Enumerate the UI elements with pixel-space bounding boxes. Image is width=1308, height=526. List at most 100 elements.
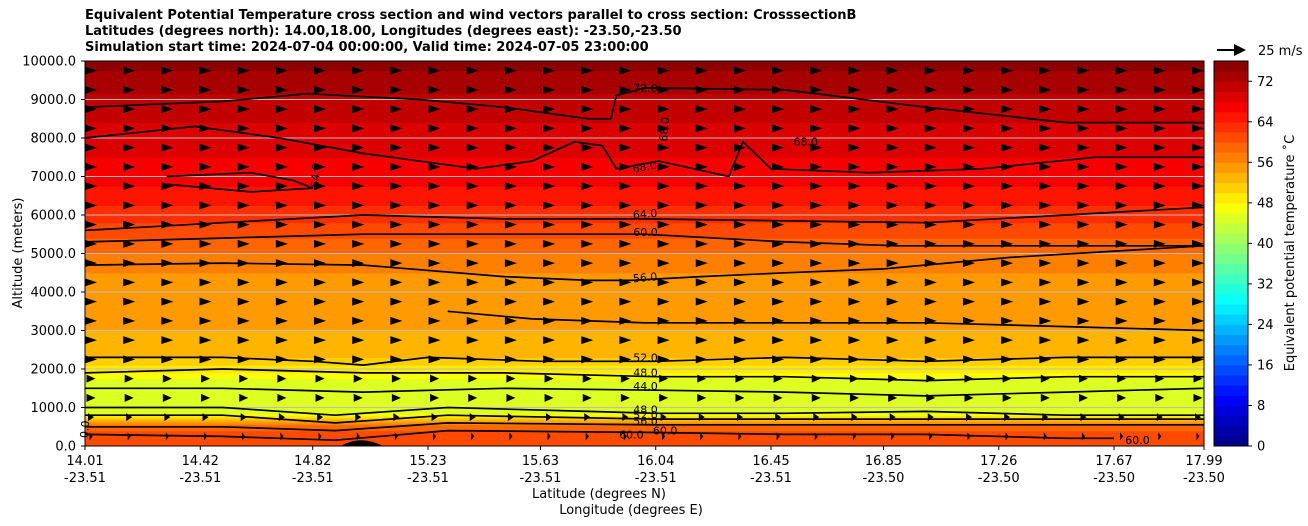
wind-vector (352, 124, 365, 133)
theta-e-band (85, 218, 1204, 222)
colorbar-segment (1214, 182, 1248, 194)
wind-vector (123, 85, 136, 94)
wind-vector (504, 336, 517, 345)
wind-vector (1077, 201, 1090, 210)
wind-vector (848, 85, 861, 94)
wind-vector (85, 143, 97, 152)
wind-vector (1193, 393, 1203, 402)
wind-vector (199, 105, 212, 114)
wind-vector (428, 220, 441, 229)
wind-vector (619, 85, 632, 94)
wind-vector (543, 47, 555, 55)
wind-vector (543, 124, 556, 133)
wind-vector (543, 239, 556, 248)
wind-vector (619, 66, 632, 75)
wind-vector (657, 182, 670, 191)
y-tick-label: 4000.0 (31, 286, 77, 301)
wind-vector (237, 316, 250, 325)
wind-vector (275, 316, 288, 325)
wind-vector (697, 393, 707, 402)
wind-vector (1001, 278, 1014, 287)
theta-e-band (85, 164, 1204, 168)
theta-e-band (85, 378, 1204, 382)
wind-vector (848, 297, 861, 306)
theta-e-band (85, 434, 1204, 437)
wind-vector (161, 162, 174, 171)
wind-vector (772, 297, 785, 306)
wind-vector (428, 278, 441, 287)
theta-e-band (85, 409, 1204, 412)
wind-vector (123, 47, 135, 55)
theta-e-band (85, 272, 1204, 276)
wind-vector (314, 336, 327, 345)
theta-e-band (85, 424, 1204, 428)
wind-vector (886, 105, 899, 114)
wind-vector (201, 374, 211, 383)
theta-e-band (85, 349, 1204, 353)
theta-e-band (85, 326, 1204, 330)
wind-vector (1153, 201, 1166, 210)
wind-vector (504, 239, 517, 248)
wind-vector (314, 201, 327, 210)
wind-vector (199, 66, 212, 75)
wind-vector (1077, 336, 1090, 345)
wind-vector (733, 182, 746, 191)
wind-vector (1039, 297, 1052, 306)
wind-vector (315, 374, 325, 383)
wind-vector (353, 393, 363, 402)
wind-vector (123, 201, 136, 210)
wind-vector (1192, 85, 1204, 94)
wind-vector (352, 278, 365, 287)
wind-vector (581, 220, 594, 229)
wind-vector (318, 432, 322, 441)
wind-vector (810, 47, 822, 55)
contour-line (85, 368, 1204, 382)
wind-vector (275, 124, 288, 133)
x-axis: 14.01 -23.51 14.42 -23.51 14.82 -23.51 15.23 -2… (64, 446, 1225, 486)
wind-vector (199, 162, 212, 171)
wind-vector (504, 201, 517, 210)
contour-label: 68.0 (632, 159, 658, 176)
wind-vector (581, 162, 594, 171)
wind-vector (658, 47, 670, 55)
wind-vector (504, 124, 517, 133)
wind-vector (161, 278, 174, 287)
wind-vector (85, 85, 97, 94)
wind-vector (275, 336, 288, 345)
colorbar-segment (1214, 243, 1248, 254)
theta-e-band (85, 376, 1204, 380)
contour-line (85, 244, 1204, 282)
wind-vectors (85, 47, 1204, 441)
contour-label: 48.0 (633, 403, 658, 416)
wind-vector (543, 182, 556, 191)
contour-line (85, 233, 1204, 247)
wind-vector (772, 66, 785, 75)
y-tick-label: 7000.0 (31, 170, 77, 185)
theta-e-band (85, 403, 1204, 407)
wind-vector (390, 182, 403, 191)
wind-vector (619, 182, 632, 191)
wind-vector (314, 105, 327, 114)
wind-vector (275, 162, 288, 171)
wind-vector (924, 66, 937, 75)
colorbar-tick-label: 56 (1257, 156, 1274, 171)
theta-e-band (85, 99, 1204, 103)
y-axis-label: Altitude (meters) (11, 198, 26, 309)
wind-vector (352, 143, 365, 152)
wind-vector (352, 105, 365, 114)
x-tick-label-lon: -23.50 (863, 471, 905, 486)
wind-vector (239, 393, 249, 402)
theta-e-band (85, 394, 1204, 397)
wind-vector (585, 432, 589, 441)
theta-e-band (85, 295, 1204, 299)
wind-vector (1001, 47, 1013, 55)
wind-vector (962, 143, 975, 152)
wind-vector (1077, 162, 1090, 171)
wind-vector (1001, 124, 1014, 133)
theta-e-band (85, 315, 1204, 318)
wind-vector (275, 182, 288, 191)
theta-e-band (85, 292, 1204, 295)
wind-vector (1117, 393, 1127, 402)
contour-label: 44.0 (633, 380, 658, 393)
wind-vector (810, 336, 823, 345)
